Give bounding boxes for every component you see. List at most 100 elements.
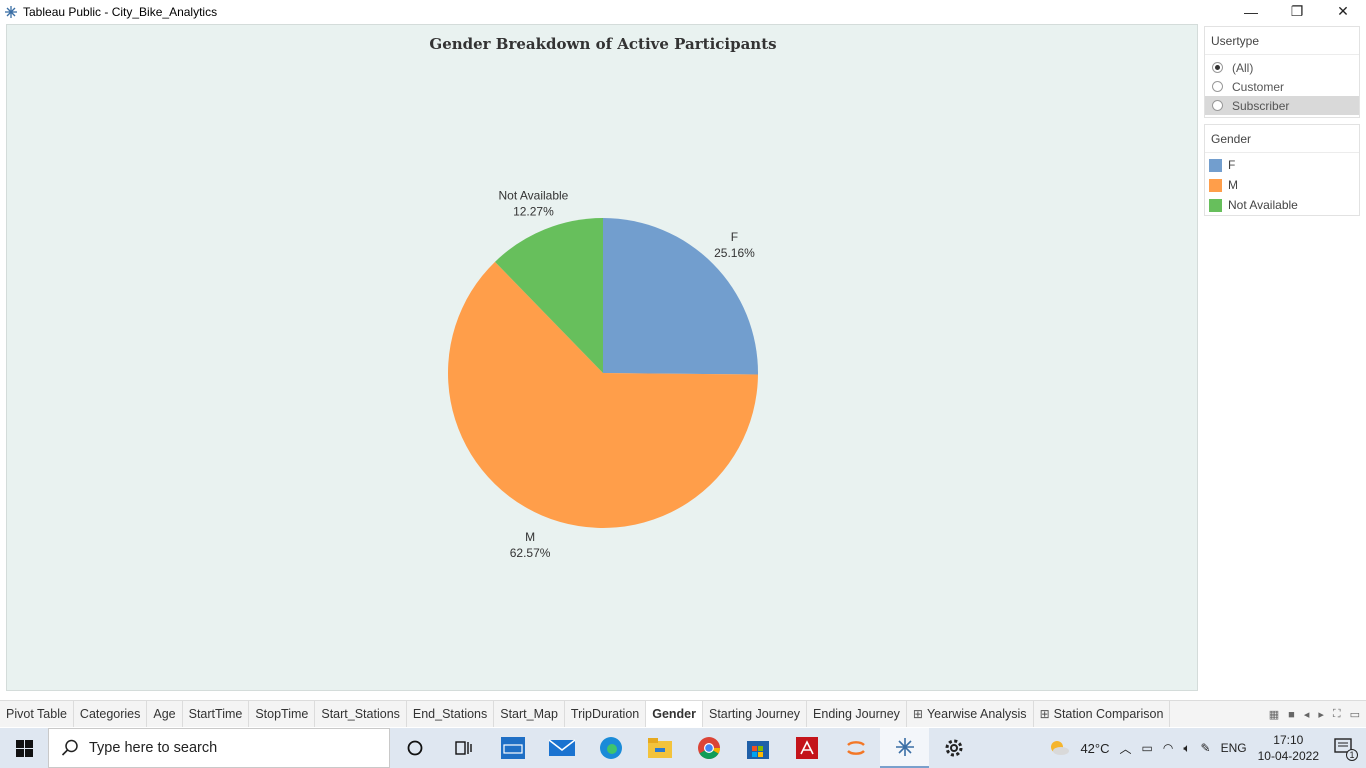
store-icon[interactable] [733,728,782,768]
legend-item-f[interactable]: F [1205,155,1359,175]
tab-yearwise-analysis[interactable]: ⊞ Yearwise Analysis [907,701,1034,727]
legend-item-m[interactable]: M [1205,175,1359,195]
tab-label: End_Stations [412,707,488,721]
settings-gear-icon[interactable] [929,728,978,768]
legend-swatch [1209,158,1222,172]
tab-start-stations[interactable]: Start_Stations [315,701,407,727]
gender-legend-header: Gender [1205,125,1359,153]
tableau-icon [5,5,17,18]
notifications-icon[interactable]: 1 [1334,737,1358,761]
windows-icon [15,739,33,757]
radio-icon[interactable] [1212,100,1223,111]
pie-slice-f[interactable] [603,218,758,375]
grid-view-icon[interactable]: ▦ [1268,709,1280,721]
edge-browser-icon[interactable] [586,728,635,768]
keyboard-app-icon[interactable] [488,728,537,768]
legend-label: M [1228,178,1238,192]
tab-end-stations[interactable]: End_Stations [407,701,495,727]
acrobat-icon[interactable] [782,728,831,768]
chart-title: Gender Breakdown of Active Participants [429,35,777,53]
tab-label: StopTime [255,707,309,721]
legend-swatch [1209,198,1222,212]
weather-icon[interactable] [1048,738,1070,759]
legend-label: Not Available [1228,198,1298,212]
pen-icon[interactable]: ✎ [1200,741,1211,755]
pie-chart: F 25.16% M 62.57% Not Available 12.27% [448,189,758,560]
weather-temperature[interactable]: 42°C [1080,740,1110,756]
minimize-button[interactable]: — [1244,3,1258,20]
wifi-icon[interactable]: ◠ [1162,741,1174,755]
legend-item-not-available[interactable]: Not Available [1205,195,1359,215]
radio-checked-icon[interactable] [1212,62,1223,73]
usertype-option-customer[interactable]: Customer [1205,77,1359,96]
usertype-filter-panel: Usertype (All) Customer Subscriber [1204,26,1360,118]
usertype-option-label: Subscriber [1232,98,1290,113]
tab-label: Pivot Table [6,707,67,721]
tab-start-map[interactable]: Start_Map [494,701,565,727]
filmstrip-view-icon[interactable]: ■ [1288,708,1295,721]
jupyter-icon[interactable] [831,728,880,768]
slice-percent-label: 62.57% [510,546,551,560]
task-view-icon[interactable] [439,728,488,768]
clock[interactable]: 17:10 10-04-2022 [1258,732,1319,764]
usertype-option-all[interactable]: (All) [1205,58,1359,77]
search-input[interactable] [89,740,369,756]
file-explorer-icon[interactable] [635,728,684,768]
scroll-right-icon[interactable]: ▸ [1318,709,1324,721]
system-tray: 42°C ︿ ▭ ◠ 🔈︎ ✎ ENG 17:10 10-04-2022 1 [1043,728,1366,768]
title-bar: Tableau Public - City_Bike_Analytics — ❐… [0,0,1366,23]
tab-station-comparison[interactable]: ⊞ Station Comparison [1034,701,1171,727]
notification-count: 1 [1346,748,1358,761]
tab-starting-journey[interactable]: Starting Journey [703,701,808,727]
usertype-option-label: (All) [1232,60,1254,75]
legend-swatch [1209,178,1222,192]
slice-percent-label: 12.27% [513,205,554,219]
restore-button[interactable]: ❐ [1290,3,1304,19]
slice-percent-label: 25.16% [714,246,755,260]
sheet-tabs-bar: Pivot Table Categories Age StartTime StopTim… [0,700,1366,727]
tab-label: Start_Stations [321,707,400,721]
dashboard-icon: ⊞ [912,707,923,721]
gender-legend-panel: Gender F M Not Available [1204,124,1360,216]
tab-label: Starting Journey [709,707,801,721]
fullscreen-icon[interactable]: ⛶ [1332,708,1341,720]
usertype-option-subscriber[interactable]: Subscriber [1205,96,1359,115]
tab-label: Categories [79,707,141,721]
tableau-taskbar-icon[interactable] [880,728,929,768]
tab-pivot-table[interactable]: Pivot Table [0,701,74,727]
close-button[interactable]: ✕ [1337,3,1349,19]
usertype-option-label: Customer [1232,79,1285,94]
language-indicator[interactable]: ENG [1220,741,1247,755]
slice-name-label: F [731,230,738,244]
scroll-left-icon[interactable]: ◂ [1303,709,1310,721]
pie-slice-m[interactable] [448,261,758,528]
tab-label: Gender [652,707,696,721]
tab-label: Ending Journey [813,707,900,721]
taskbar-search[interactable] [48,728,390,768]
chevron-up-icon[interactable]: ︿ [1119,741,1132,756]
clock-time: 17:10 [1273,733,1304,747]
tab-starttime[interactable]: StartTime [183,701,250,727]
dashboard-icon: ⊞ [1039,707,1050,721]
slice-name-label: Not Available [499,189,569,203]
tab-age[interactable]: Age [147,701,183,727]
pie-slice-not-available[interactable] [494,218,603,373]
tab-gender[interactable]: Gender [646,701,703,727]
tab-stoptime[interactable]: StopTime [249,701,316,727]
start-button[interactable] [0,728,48,768]
mail-icon[interactable] [537,728,586,768]
tab-ending-journey[interactable]: Ending Journey [807,701,907,727]
chrome-icon[interactable] [684,728,733,768]
tab-label: StartTime [188,707,243,721]
window-title: Tableau Public - City_Bike_Analytics [23,4,218,19]
presentation-icon[interactable]: ▭ [1349,709,1360,721]
radio-icon[interactable] [1212,81,1223,92]
cortana-icon[interactable] [390,728,439,768]
tab-tripduration[interactable]: TripDuration [565,701,647,727]
legend-label: F [1228,158,1236,172]
volume-icon[interactable]: 🔈︎ [1183,740,1191,755]
battery-icon[interactable]: ▭ [1141,741,1153,755]
usertype-filter-header: Usertype [1205,27,1359,55]
tab-categories[interactable]: Categories [74,701,148,727]
tab-label: Station Comparison [1053,707,1164,721]
